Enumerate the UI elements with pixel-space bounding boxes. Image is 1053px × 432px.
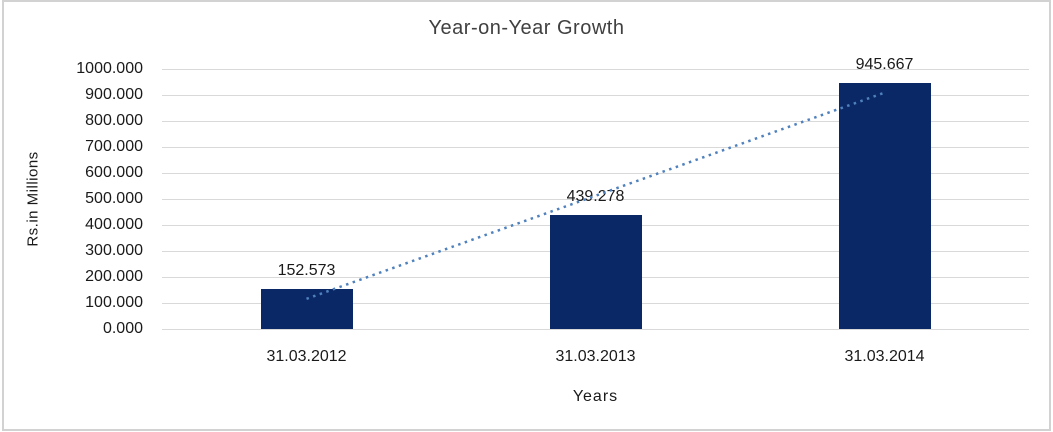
y-tick-label: 700.000 [85,138,143,155]
x-tick-label: 31.03.2013 [555,348,636,365]
trendline-segment [306,91,885,301]
gridline [162,172,1029,174]
y-tick-label: 800.000 [85,112,143,129]
bar-data-label: 945.667 [855,56,914,74]
gridline [162,328,1029,330]
y-tick-label: 1000.000 [76,60,143,77]
y-tick-label: 600.000 [85,164,143,181]
x-tick-label: 31.03.2014 [844,348,925,365]
gridline [162,146,1029,148]
y-tick-label: 500.000 [85,190,143,207]
x-tick-label: 31.03.2012 [266,348,347,365]
y-tick-label: 0.000 [102,320,143,337]
y-tick-label: 100.000 [85,294,143,311]
y-tick-label: 200.000 [85,268,143,285]
bar [838,83,931,329]
chart-title: Year-on-Year Growth [428,17,625,39]
y-tick-label: 300.000 [85,242,143,259]
gridline [162,198,1029,200]
y-tick-label: 400.000 [85,216,143,233]
bar-data-label: 152.573 [277,262,336,280]
y-tick-label: 900.000 [85,86,143,103]
x-axis-title: Years [572,388,619,405]
bar-data-label: 439.278 [566,187,625,205]
gridline [162,120,1029,122]
gridline [162,68,1029,70]
gridline [162,94,1029,96]
bar [549,214,642,329]
bar [260,289,353,329]
